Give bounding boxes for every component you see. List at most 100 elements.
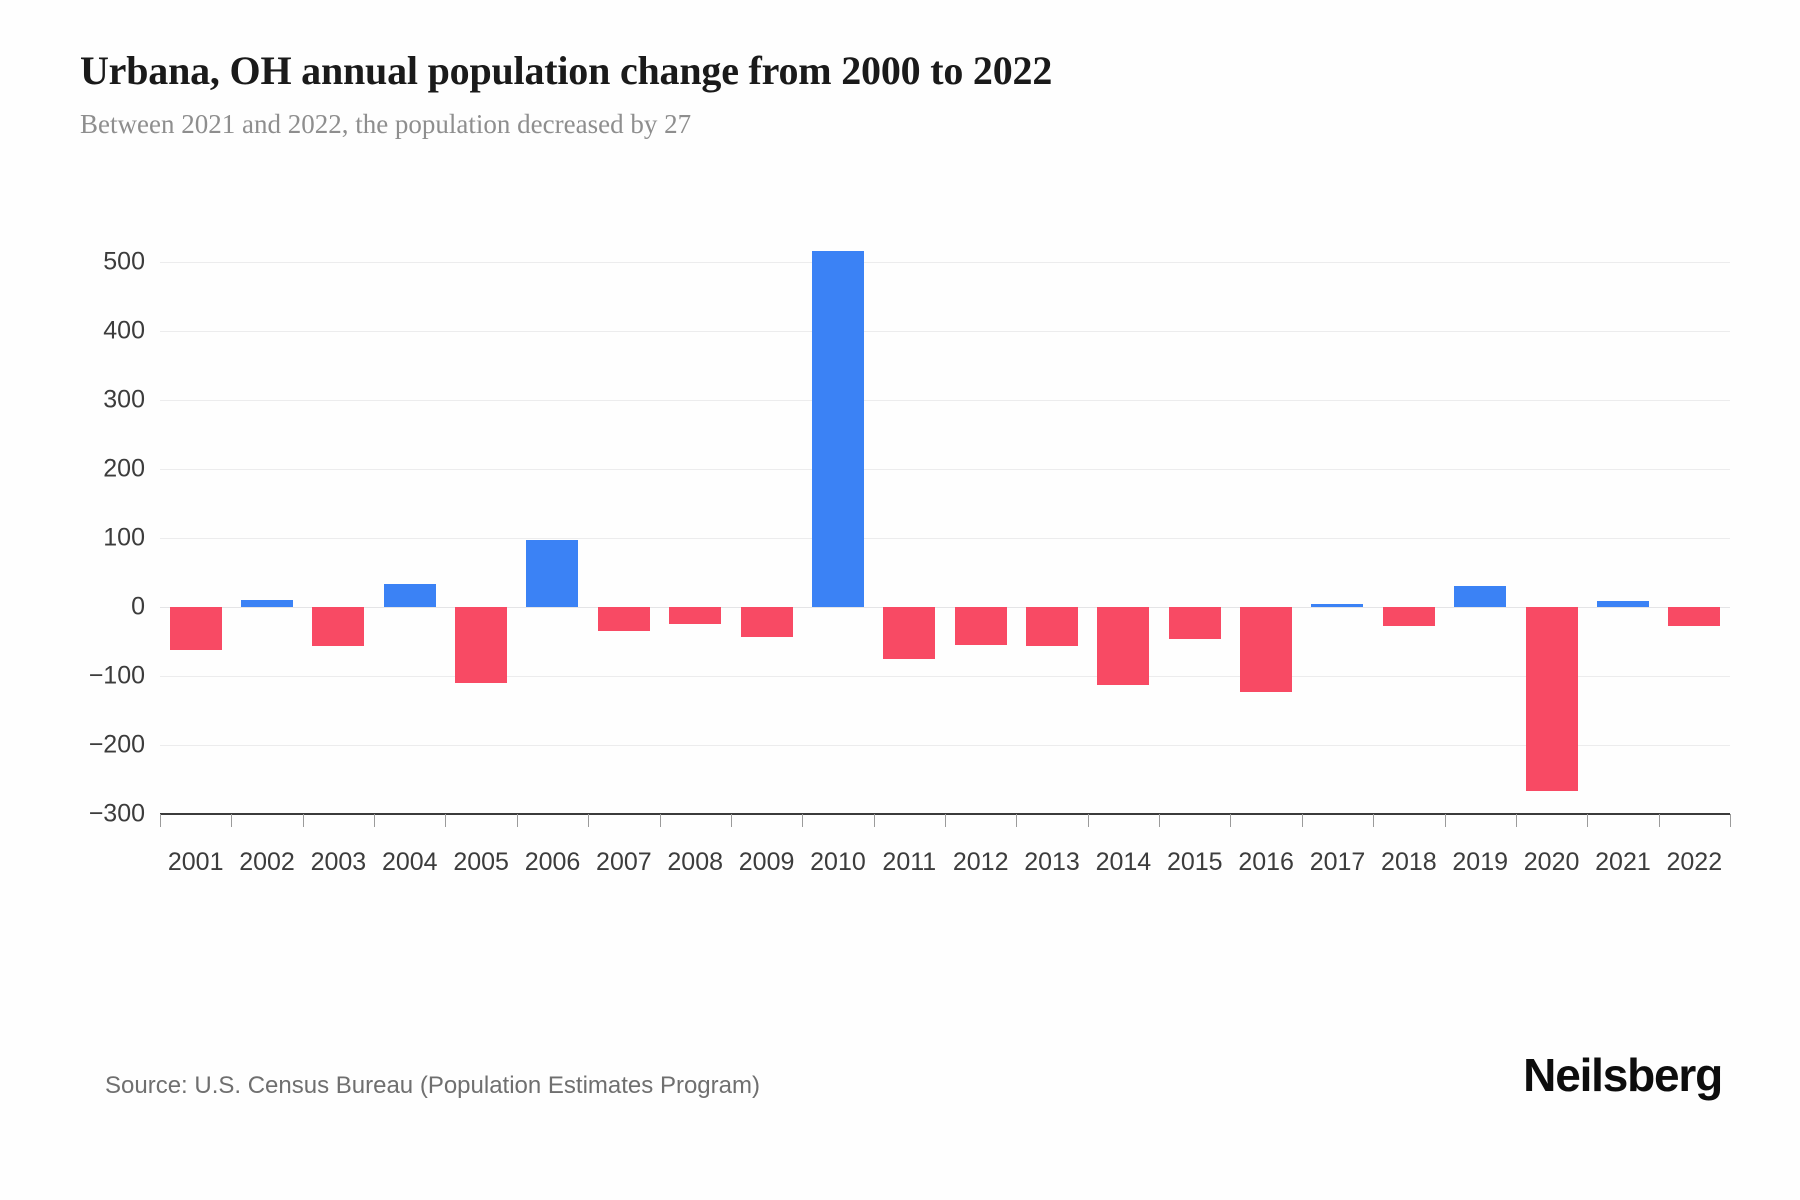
bar[interactable] (241, 600, 294, 607)
x-axis-tickmark (302, 814, 304, 827)
x-axis-tick-label: 2018 (1381, 848, 1437, 876)
x-axis-tickmark (1730, 814, 1731, 827)
bar-slot (1373, 262, 1444, 814)
y-axis-tick-label: −300 (88, 799, 145, 828)
gridline (160, 469, 1730, 470)
y-axis-tick-label: 500 (103, 247, 145, 276)
x-axis-tickmark (1515, 814, 1517, 827)
x-axis-tick-label: 2006 (524, 848, 581, 876)
bar-slot (1088, 262, 1159, 814)
plot-canvas (160, 250, 1731, 827)
y-axis-tick-label: 0 (131, 592, 145, 621)
bar[interactable] (669, 607, 722, 625)
gridline (160, 331, 1730, 332)
x-axis-tickmark (1444, 814, 1446, 827)
x-axis-tickmark (160, 814, 161, 827)
x-axis-tick-label: 2020 (1523, 848, 1580, 876)
bar[interactable] (1240, 607, 1293, 692)
bar-slot (1445, 262, 1516, 814)
bar[interactable] (455, 607, 508, 683)
bar[interactable] (597, 607, 650, 632)
bar-slot (1516, 262, 1587, 814)
bar-slot (160, 262, 231, 814)
chart-plot-area: 500 400 300 200 100 0 −100 −200 −300 2001 2002 200… (0, 230, 1800, 876)
y-axis-tick-label: 300 (103, 385, 145, 414)
gridline (160, 262, 1730, 263)
bar[interactable] (526, 540, 579, 607)
x-axis-tick-label: 2007 (596, 848, 652, 876)
x-axis-tickmark (730, 814, 732, 827)
bar[interactable] (811, 250, 864, 607)
x-axis-tickmark (1373, 814, 1375, 827)
bar[interactable] (1668, 607, 1721, 626)
gridline (160, 400, 1730, 401)
x-axis-tick-label: 2001 (167, 848, 224, 876)
bar-slot (731, 262, 802, 814)
bar[interactable] (169, 607, 222, 650)
bar-slot (874, 262, 945, 814)
x-axis-tickmark (588, 814, 590, 827)
bar[interactable] (1382, 607, 1435, 626)
x-axis-tickmark (873, 814, 875, 827)
chart-footer: Source: U.S. Census Bureau (Population E… (0, 1000, 1800, 1200)
x-axis-tickmark (945, 814, 946, 827)
x-axis-tickmark (1658, 814, 1660, 827)
chart-subtitle: Between 2021 and 2022, the population de… (80, 109, 692, 139)
gridline (160, 538, 1730, 539)
bar[interactable] (1596, 600, 1649, 607)
y-axis-tick-label: −100 (88, 661, 145, 690)
bar[interactable] (1311, 603, 1364, 607)
x-axis-tickmark (1587, 814, 1589, 827)
bars-group (160, 250, 1730, 814)
x-axis-tick-label: 2004 (381, 848, 438, 876)
bar[interactable] (740, 607, 793, 638)
x-axis-tickmark (1159, 814, 1161, 827)
bar[interactable] (1026, 607, 1079, 646)
bar[interactable] (312, 607, 365, 646)
x-axis-tick-label: 2014 (1095, 848, 1152, 876)
bar[interactable] (954, 607, 1007, 645)
bar[interactable] (1168, 607, 1221, 640)
x-axis-tick-label: 2008 (667, 848, 724, 876)
x-axis-labels: 2001 2002 2003 2004 2005 2006 2007 2008 2009 2010… (160, 230, 1730, 876)
x-axis-tickmark (1230, 814, 1232, 827)
x-axis-tickmark (231, 814, 233, 827)
x-axis-tickmark (374, 814, 376, 827)
x-axis-tick-label: 2017 (1309, 848, 1366, 876)
bar-slot (1587, 262, 1658, 814)
bar-slot (802, 250, 873, 814)
x-axis-tick-label: 2009 (738, 848, 795, 876)
x-axis-tick-label: 2022 (1666, 848, 1723, 876)
bar[interactable] (383, 584, 436, 607)
x-axis-tick-label: 2003 (310, 848, 367, 876)
bar-slot (945, 262, 1016, 814)
page-title: Urbana, OH annual population change from… (80, 48, 1053, 93)
x-axis-tickmark (445, 814, 447, 827)
y-axis-tick-label: −200 (88, 730, 145, 759)
bar-slot (588, 262, 659, 814)
x-axis-tickmark (1301, 814, 1303, 827)
bar-slot (517, 262, 588, 814)
chart-header: Urbana, OH annual population change from… (80, 48, 1720, 140)
bar[interactable] (1525, 607, 1578, 792)
bar[interactable] (1454, 585, 1507, 607)
bar-slot (1230, 262, 1301, 814)
y-axis-tick-label: 400 (103, 316, 145, 345)
x-axis-tick-label: 2002 (239, 848, 295, 876)
bar-slot (660, 262, 731, 814)
bar[interactable] (883, 607, 936, 660)
gridline (160, 745, 1730, 746)
x-axis-tickmark (1016, 814, 1018, 827)
x-axis-tickmark (1087, 814, 1089, 827)
bar[interactable] (1097, 607, 1150, 685)
bar-slot (1159, 262, 1230, 814)
y-axis-tick-label: 200 (103, 454, 145, 483)
x-axis-tick-label: 2011 (882, 848, 937, 876)
y-axis-tick-label: 100 (103, 523, 145, 552)
bar-slot (1016, 262, 1087, 814)
bar-slot (445, 262, 516, 814)
bar-slot (1659, 262, 1730, 814)
x-axis-tick-label: 2010 (810, 848, 866, 876)
x-axis-tick-label: 2013 (1024, 848, 1080, 876)
